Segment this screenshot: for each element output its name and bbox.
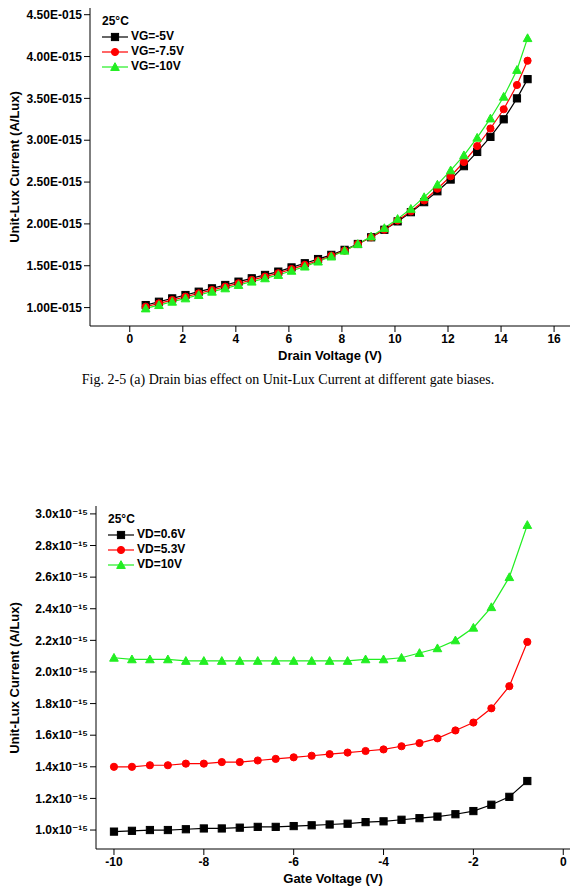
svg-text:0: 0 bbox=[560, 855, 567, 869]
svg-text:-8: -8 bbox=[198, 855, 209, 869]
svg-text:1.0x10⁻¹⁵: 1.0x10⁻¹⁵ bbox=[35, 823, 88, 837]
svg-text:-10: -10 bbox=[105, 855, 123, 869]
svg-text:1.8x10⁻¹⁵: 1.8x10⁻¹⁵ bbox=[35, 697, 88, 711]
svg-text:3.00E-015: 3.00E-015 bbox=[27, 133, 83, 147]
svg-text:2.4x10⁻¹⁵: 2.4x10⁻¹⁵ bbox=[35, 602, 88, 616]
svg-text:10: 10 bbox=[388, 332, 402, 346]
svg-text:0: 0 bbox=[126, 332, 133, 346]
svg-text:2.6x10⁻¹⁵: 2.6x10⁻¹⁵ bbox=[35, 570, 88, 584]
svg-text:2: 2 bbox=[179, 332, 186, 346]
html-text:Fig. 2-5 (a) Drain bias effect: Fig. 2-5 (a) Drain bias effect on Unit-L… bbox=[81, 372, 495, 387]
html-text:Unit-Lux Current (A/Lux): Unit-Lux Current (A/Lux) bbox=[6, 601, 22, 754]
svg-text:14: 14 bbox=[494, 332, 508, 346]
svg-text:12: 12 bbox=[441, 332, 455, 346]
svg-text:1.2x10⁻¹⁵: 1.2x10⁻¹⁵ bbox=[35, 792, 88, 806]
svg-text:1.50E-015: 1.50E-015 bbox=[27, 259, 83, 273]
svg-text:1.6x10⁻¹⁵: 1.6x10⁻¹⁵ bbox=[35, 728, 88, 742]
html-text:VG=-5V: VG=-5V bbox=[131, 29, 174, 43]
svg-text:4.00E-015: 4.00E-015 bbox=[27, 50, 83, 64]
html-text:25°C: 25°C bbox=[102, 14, 129, 28]
svg-text:16: 16 bbox=[547, 332, 561, 346]
svg-text:4: 4 bbox=[233, 332, 240, 346]
svg-text:1.4x10⁻¹⁵: 1.4x10⁻¹⁵ bbox=[35, 760, 88, 774]
svg-text:3.0x10⁻¹⁵: 3.0x10⁻¹⁵ bbox=[35, 507, 88, 521]
html-text:VD=10V: VD=10V bbox=[137, 557, 182, 571]
svg-text:2.50E-015: 2.50E-015 bbox=[27, 175, 83, 189]
svg-text:-4: -4 bbox=[378, 855, 389, 869]
html-text:Gate Voltage (V): Gate Voltage (V) bbox=[283, 871, 383, 886]
html-text:VD=5.3V: VD=5.3V bbox=[137, 542, 186, 556]
html-text:Drain Voltage (V): Drain Voltage (V) bbox=[278, 348, 382, 363]
svg-text:6: 6 bbox=[286, 332, 293, 346]
svg-text:3.50E-015: 3.50E-015 bbox=[27, 92, 83, 106]
svg-text:2.8x10⁻¹⁵: 2.8x10⁻¹⁵ bbox=[35, 539, 88, 553]
html-text:VG=-7.5V: VG=-7.5V bbox=[131, 44, 184, 58]
svg-text:1.00E-015: 1.00E-015 bbox=[27, 301, 83, 315]
svg-text:2.2x10⁻¹⁵: 2.2x10⁻¹⁵ bbox=[35, 634, 88, 648]
html-text:VG=-10V: VG=-10V bbox=[131, 59, 181, 73]
svg-text:-6: -6 bbox=[288, 855, 299, 869]
svg-text:4.50E-015: 4.50E-015 bbox=[27, 8, 83, 22]
svg-text:-2: -2 bbox=[468, 855, 479, 869]
html-text:25°C: 25°C bbox=[108, 512, 135, 526]
svg-text:2.00E-015: 2.00E-015 bbox=[27, 217, 83, 231]
svg-text:8: 8 bbox=[339, 332, 346, 346]
svg-text:2.0x10⁻¹⁵: 2.0x10⁻¹⁵ bbox=[35, 665, 88, 679]
html-text:VD=0.6V: VD=0.6V bbox=[137, 527, 186, 541]
html-text:Unit-Lux Current (A/Lux): Unit-Lux Current (A/Lux) bbox=[6, 91, 22, 243]
